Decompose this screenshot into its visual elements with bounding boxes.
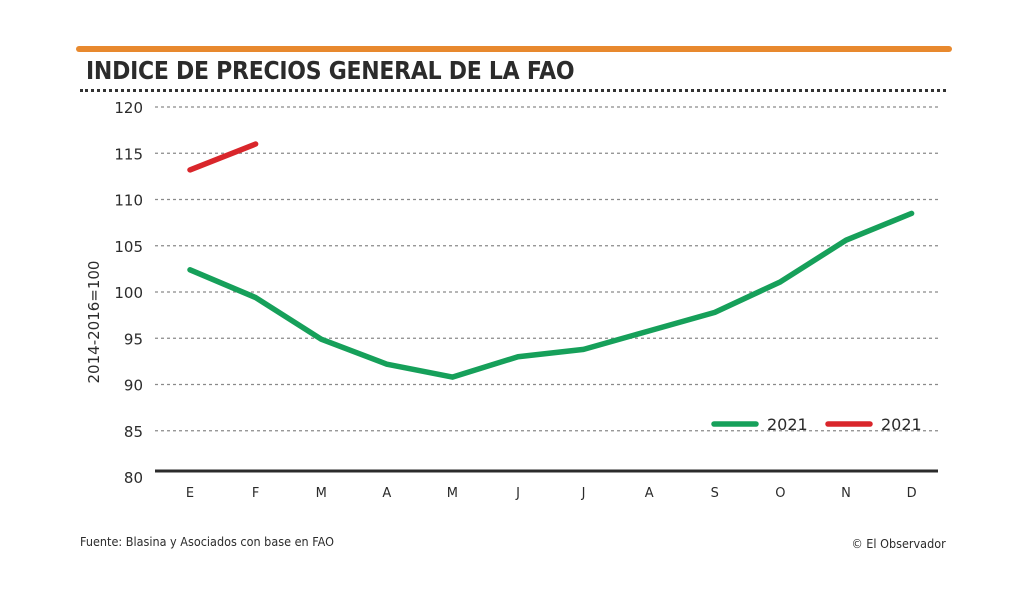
- x-tick-label: D: [907, 486, 917, 501]
- x-tick-label: M: [447, 486, 458, 501]
- series-lines: [187, 141, 915, 380]
- x-tick-label: A: [645, 486, 654, 501]
- x-tick-label: E: [186, 486, 194, 501]
- x-tick-label: M: [316, 486, 327, 501]
- y-tick-label: 90: [124, 377, 143, 395]
- x-tick-label: J: [515, 486, 520, 501]
- series-line-0: [187, 210, 915, 380]
- legend: 2021 2021: [711, 415, 922, 434]
- title-divider: [80, 89, 946, 92]
- credit-note: © El Observador: [851, 536, 946, 551]
- y-tick-label: 115: [114, 145, 143, 163]
- x-tick-label: N: [841, 486, 851, 501]
- source-note: Fuente: Blasina y Asociados con base en …: [80, 534, 334, 549]
- x-tick-label: O: [775, 486, 785, 501]
- legend-label-0: 2021: [767, 415, 808, 434]
- gridlines: [155, 106, 938, 432]
- y-tick-label: 110: [114, 192, 143, 210]
- y-tick-label: 100: [114, 284, 143, 302]
- y-tick-label: 85: [124, 423, 143, 441]
- x-tick-label: F: [252, 486, 259, 501]
- x-tick-label: J: [581, 486, 586, 501]
- y-tick-label: 105: [114, 238, 143, 256]
- y-tick-label: 80: [124, 469, 143, 487]
- x-tick-label: S: [711, 486, 719, 501]
- x-tick-label: A: [382, 486, 391, 501]
- y-tick-label: 120: [114, 99, 143, 117]
- legend-label-1: 2021: [881, 415, 922, 434]
- y-axis-label: 2014-2016=100: [85, 261, 103, 384]
- y-tick-label: 95: [124, 330, 143, 348]
- header-accent-bar: [76, 46, 952, 52]
- series-line-1: [187, 141, 259, 173]
- chart-title: INDICE DE PRECIOS GENERAL DE LA FAO: [86, 56, 575, 85]
- y-tick-labels: 80 85 90 95 100 105 110 115 120: [114, 99, 143, 487]
